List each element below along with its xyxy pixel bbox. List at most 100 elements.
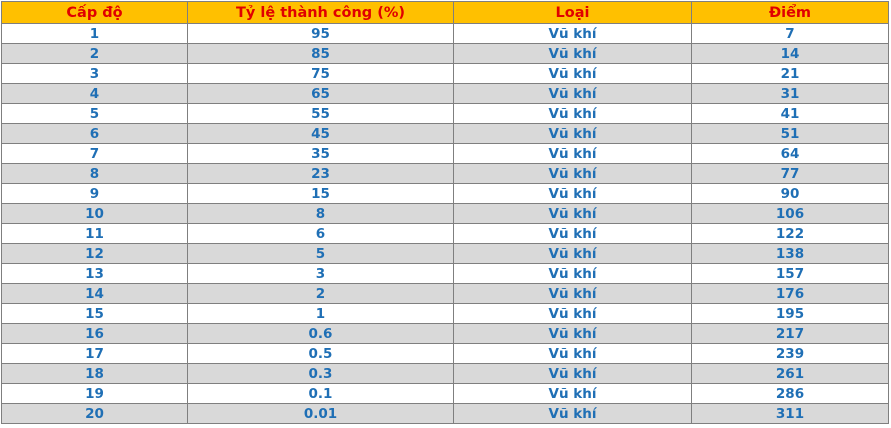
cell-type: Vũ khí [453, 43, 692, 64]
table-row: 16 0.6 Vũ khí 217 [1, 323, 889, 344]
table-row: 13 3 Vũ khí 157 [1, 263, 889, 284]
cell-success-rate: 55 [187, 103, 454, 124]
cell-level: 11 [1, 223, 188, 244]
cell-points: 122 [691, 223, 889, 244]
table-row: 12 5 Vũ khí 138 [1, 243, 889, 264]
cell-level: 2 [1, 43, 188, 64]
cell-type: Vũ khí [453, 83, 692, 104]
cell-points: 195 [691, 303, 889, 324]
table-row: 19 0.1 Vũ khí 286 [1, 383, 889, 404]
header-level: Cấp độ [1, 1, 188, 24]
table-row: 20 0.01 Vũ khí 311 [1, 403, 889, 424]
cell-level: 1 [1, 23, 188, 44]
cell-success-rate: 0.01 [187, 403, 454, 424]
cell-level: 12 [1, 243, 188, 264]
cell-level: 8 [1, 163, 188, 184]
cell-success-rate: 0.5 [187, 343, 454, 364]
cell-type: Vũ khí [453, 23, 692, 44]
cell-type: Vũ khí [453, 203, 692, 224]
cell-success-rate: 15 [187, 183, 454, 204]
cell-points: 138 [691, 243, 889, 264]
cell-points: 311 [691, 403, 889, 424]
cell-points: 157 [691, 263, 889, 284]
cell-type: Vũ khí [453, 163, 692, 184]
cell-type: Vũ khí [453, 123, 692, 144]
cell-type: Vũ khí [453, 383, 692, 404]
table-row: 1 95 Vũ khí 7 [1, 23, 889, 44]
cell-success-rate: 23 [187, 163, 454, 184]
table-body: 1 95 Vũ khí 7 2 85 Vũ khí 14 3 75 Vũ khí 21 4 65 Vũ kh… [1, 23, 889, 424]
cell-type: Vũ khí [453, 403, 692, 424]
cell-points: 41 [691, 103, 889, 124]
cell-success-rate: 2 [187, 283, 454, 304]
table-row: 7 35 Vũ khí 64 [1, 143, 889, 164]
cell-type: Vũ khí [453, 103, 692, 124]
cell-level: 5 [1, 103, 188, 124]
cell-success-rate: 35 [187, 143, 454, 164]
cell-points: 286 [691, 383, 889, 404]
cell-type: Vũ khí [453, 363, 692, 384]
cell-type: Vũ khí [453, 263, 692, 284]
cell-type: Vũ khí [453, 143, 692, 164]
cell-success-rate: 5 [187, 243, 454, 264]
table-row: 14 2 Vũ khí 176 [1, 283, 889, 304]
cell-points: 261 [691, 363, 889, 384]
cell-type: Vũ khí [453, 303, 692, 324]
cell-points: 14 [691, 43, 889, 64]
cell-success-rate: 0.1 [187, 383, 454, 404]
table-row: 10 8 Vũ khí 106 [1, 203, 889, 224]
cell-type: Vũ khí [453, 283, 692, 304]
cell-points: 51 [691, 123, 889, 144]
cell-points: 90 [691, 183, 889, 204]
cell-points: 64 [691, 143, 889, 164]
cell-level: 15 [1, 303, 188, 324]
cell-points: 7 [691, 23, 889, 44]
table-row: 15 1 Vũ khí 195 [1, 303, 889, 324]
cell-success-rate: 3 [187, 263, 454, 284]
header-type: Loại [453, 1, 692, 24]
cell-success-rate: 85 [187, 43, 454, 64]
cell-level: 13 [1, 263, 188, 284]
table-row: 17 0.5 Vũ khí 239 [1, 343, 889, 364]
cell-level: 20 [1, 403, 188, 424]
cell-level: 3 [1, 63, 188, 84]
cell-type: Vũ khí [453, 223, 692, 244]
cell-type: Vũ khí [453, 323, 692, 344]
cell-level: 10 [1, 203, 188, 224]
table-row: 5 55 Vũ khí 41 [1, 103, 889, 124]
cell-points: 176 [691, 283, 889, 304]
cell-type: Vũ khí [453, 183, 692, 204]
cell-points: 239 [691, 343, 889, 364]
cell-level: 18 [1, 363, 188, 384]
cell-success-rate: 0.3 [187, 363, 454, 384]
cell-success-rate: 1 [187, 303, 454, 324]
cell-points: 77 [691, 163, 889, 184]
cell-points: 31 [691, 83, 889, 104]
cell-level: 6 [1, 123, 188, 144]
cell-success-rate: 0.6 [187, 323, 454, 344]
cell-level: 7 [1, 143, 188, 164]
cell-success-rate: 6 [187, 223, 454, 244]
cell-success-rate: 45 [187, 123, 454, 144]
cell-points: 106 [691, 203, 889, 224]
cell-level: 16 [1, 323, 188, 344]
table-row: 4 65 Vũ khí 31 [1, 83, 889, 104]
cell-type: Vũ khí [453, 63, 692, 84]
table-row: 3 75 Vũ khí 21 [1, 63, 889, 84]
table-row: 6 45 Vũ khí 51 [1, 123, 889, 144]
cell-level: 9 [1, 183, 188, 204]
cell-level: 4 [1, 83, 188, 104]
cell-success-rate: 65 [187, 83, 454, 104]
header-success-rate: Tỷ lệ thành công (%) [187, 1, 454, 24]
cell-level: 19 [1, 383, 188, 404]
table-row: 8 23 Vũ khí 77 [1, 163, 889, 184]
cell-points: 217 [691, 323, 889, 344]
cell-type: Vũ khí [453, 343, 692, 364]
cell-success-rate: 8 [187, 203, 454, 224]
header-points: Điểm [691, 1, 889, 24]
cell-success-rate: 75 [187, 63, 454, 84]
cell-type: Vũ khí [453, 243, 692, 264]
table-row: 9 15 Vũ khí 90 [1, 183, 889, 204]
cell-level: 14 [1, 283, 188, 304]
